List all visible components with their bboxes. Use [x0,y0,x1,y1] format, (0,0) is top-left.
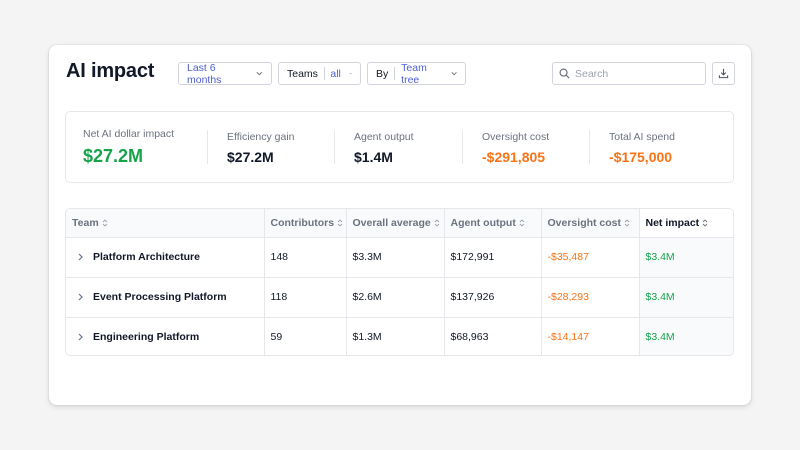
table-row[interactable]: Event Processing Platform 118 $2.6M $137… [66,277,733,318]
divider [589,130,590,164]
net-impact-cell: $3.4M [639,317,733,355]
net-impact-cell: $3.4M [639,237,733,278]
download-icon [718,68,729,79]
teams-filter-value: all [330,67,341,80]
oversight-cost-cell: -$28,293 [541,277,640,318]
sort-icon [702,219,708,227]
column-header-contributors[interactable]: Contributors [264,209,347,238]
period-filter-value: Last 6 months [187,61,222,86]
contributors-cell: 59 [264,317,347,355]
stat-value: $1.4M [354,149,393,165]
oversight-cost-cell: -$35,487 [541,237,640,278]
column-header-oversight-cost[interactable]: Oversight cost [541,209,640,238]
group-by-label: By [376,67,389,80]
sort-icon [337,219,343,227]
column-header-team[interactable]: Team [66,209,265,238]
column-header-net-impact[interactable]: Net impact [639,209,733,238]
column-header-overall-average[interactable]: Overall average [346,209,445,238]
stat-label: Efficiency gain [227,131,295,143]
stat-label: Total AI spend [609,131,675,143]
group-by-dropdown[interactable]: By Team tree [367,61,466,86]
expand-row-button[interactable] [72,289,88,305]
download-button[interactable] [712,62,735,85]
header: AI impact Last 6 months Teams all By Tea… [66,60,735,86]
team-name: Event Processing Platform [93,291,227,303]
divider [334,130,335,164]
column-header-agent-output[interactable]: Agent output [444,209,542,238]
sort-icon [102,219,107,227]
table-header-row: Team Contributors Overall average Agent … [66,209,733,238]
sort-icon [519,219,525,227]
stat-value: -$291,805 [482,149,546,165]
expand-row-button[interactable] [72,329,88,345]
page-title: AI impact [66,60,155,82]
teams-table: Team Contributors Overall average Agent … [65,208,734,356]
net-impact-cell: $3.4M [639,277,733,318]
stat-label: Agent output [354,131,414,143]
table-row[interactable]: Engineering Platform 59 $1.3M $68,963 -$… [66,317,733,355]
stat-value: $27.2M [83,146,144,166]
teams-filter-dropdown[interactable]: Teams all [278,62,361,85]
chevron-down-icon [256,71,263,76]
overall-average-cell: $3.3M [346,237,445,278]
divider [462,130,463,164]
chevron-down-icon [349,72,352,75]
chevron-right-icon [78,293,83,301]
sort-icon [624,219,630,227]
chevron-right-icon [78,253,83,261]
group-by-value: Team tree [401,61,427,86]
teams-filter-label: Teams [287,67,318,80]
chevron-right-icon [78,333,83,341]
summary-stats: Net AI dollar impact $27.2M Efficiency g… [65,111,734,183]
search-icon [559,68,570,79]
contributors-cell: 118 [264,277,347,318]
agent-output-cell: $172,991 [444,237,542,278]
chevron-down-icon [451,72,457,76]
divider [207,130,208,164]
search-box[interactable] [552,62,706,85]
divider [394,67,396,80]
oversight-cost-cell: -$14,147 [541,317,640,355]
agent-output-cell: $68,963 [444,317,542,355]
stat-label: Oversight cost [482,131,550,143]
search-input[interactable] [575,67,695,80]
period-filter-dropdown[interactable]: Last 6 months [178,61,272,86]
stat-label: Net AI dollar impact [83,128,175,140]
team-name: Platform Architecture [93,251,200,263]
team-name: Engineering Platform [93,331,200,344]
contributors-cell: 148 [264,237,347,278]
table-row[interactable]: Platform Architecture 148 $3.3M $172,991… [66,237,733,278]
sort-icon [434,219,440,227]
overall-average-cell: $2.6M [346,277,445,318]
agent-output-cell: $137,926 [444,277,542,318]
ai-impact-card: AI impact Last 6 months Teams all By Tea… [49,45,751,405]
expand-row-button[interactable] [72,249,88,265]
stat-value: -$175,000 [609,149,673,165]
overall-average-cell: $1.3M [346,317,445,355]
stat-value: $27.2M [227,149,274,165]
